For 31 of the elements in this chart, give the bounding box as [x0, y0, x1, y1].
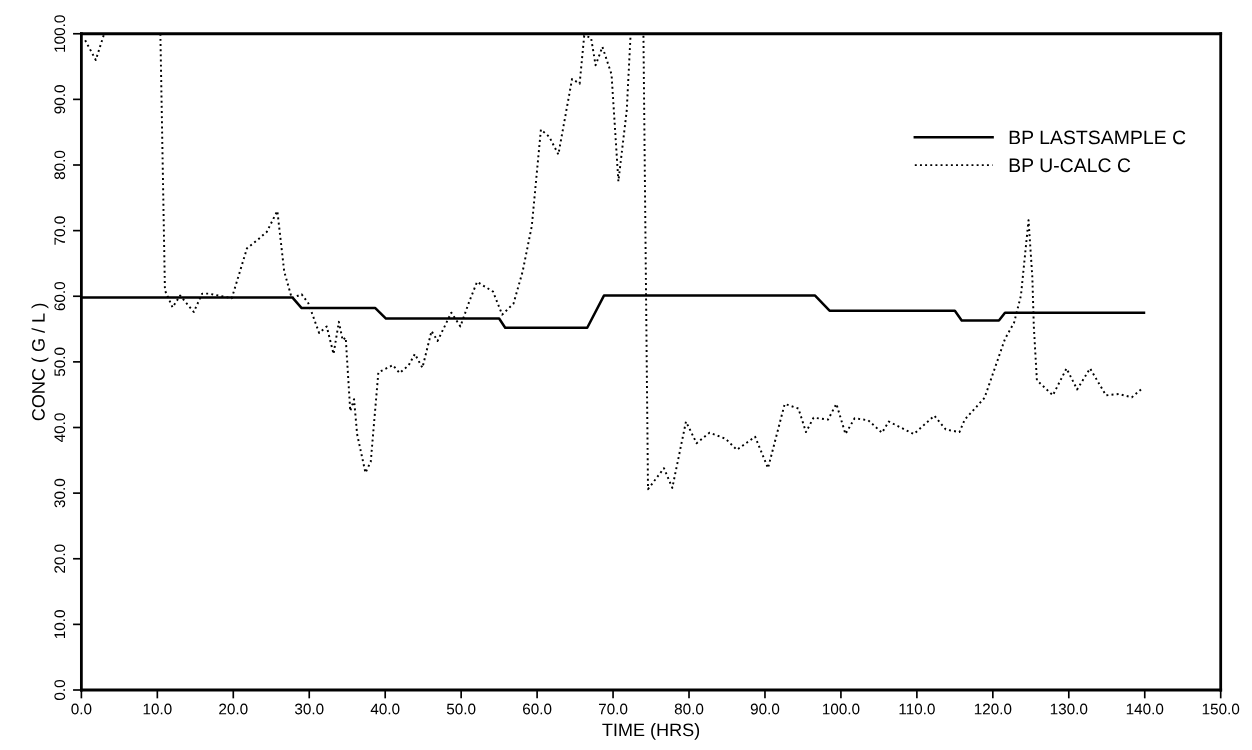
x-tick-label: 140.0 — [1126, 703, 1164, 715]
legend-label: BP U-CALC C — [1009, 158, 1131, 173]
y-tick-label: 30.0 — [54, 478, 66, 508]
y-tick-label: 100.0 — [54, 15, 66, 52]
x-tick-label: 120.0 — [974, 703, 1012, 715]
x-tick-label: 110.0 — [899, 703, 935, 715]
y-axis-title: CONC ( G / L ) — [31, 303, 49, 421]
y-tick-label: 10.0 — [54, 610, 66, 639]
y-tick-label: 80.0 — [54, 150, 66, 180]
x-tick-label: 30.0 — [294, 703, 324, 715]
x-tick-label: 80.0 — [674, 703, 704, 715]
x-tick-label: 10.0 — [143, 703, 172, 715]
legend-label: BP LASTSAMPLE C — [1009, 130, 1186, 145]
y-tick-label: 0.0 — [54, 679, 66, 701]
y-tick-label: 50.0 — [54, 347, 66, 377]
y-tick-label: 70.0 — [54, 216, 66, 245]
x-tick-label: 20.0 — [219, 703, 248, 715]
x-axis-title: TIME (HRS) — [602, 722, 700, 740]
x-tick-label: 130.0 — [1050, 703, 1088, 715]
x-tick-label: 50.0 — [446, 703, 476, 715]
x-tick-label: 150.0 — [1202, 703, 1240, 715]
x-tick-label: 0.0 — [71, 703, 92, 715]
y-tick-label: 40.0 — [54, 413, 66, 443]
x-tick-label: 90.0 — [750, 703, 780, 715]
y-tick-label: 90.0 — [54, 85, 66, 114]
x-tick-label: 100.0 — [822, 703, 860, 715]
x-tick-label: 40.0 — [370, 703, 400, 715]
x-tick-label: 70.0 — [598, 703, 628, 715]
y-tick-label: 60.0 — [54, 281, 66, 311]
y-tick-label: 20.0 — [54, 544, 66, 573]
x-tick-label: 60.0 — [523, 703, 552, 715]
